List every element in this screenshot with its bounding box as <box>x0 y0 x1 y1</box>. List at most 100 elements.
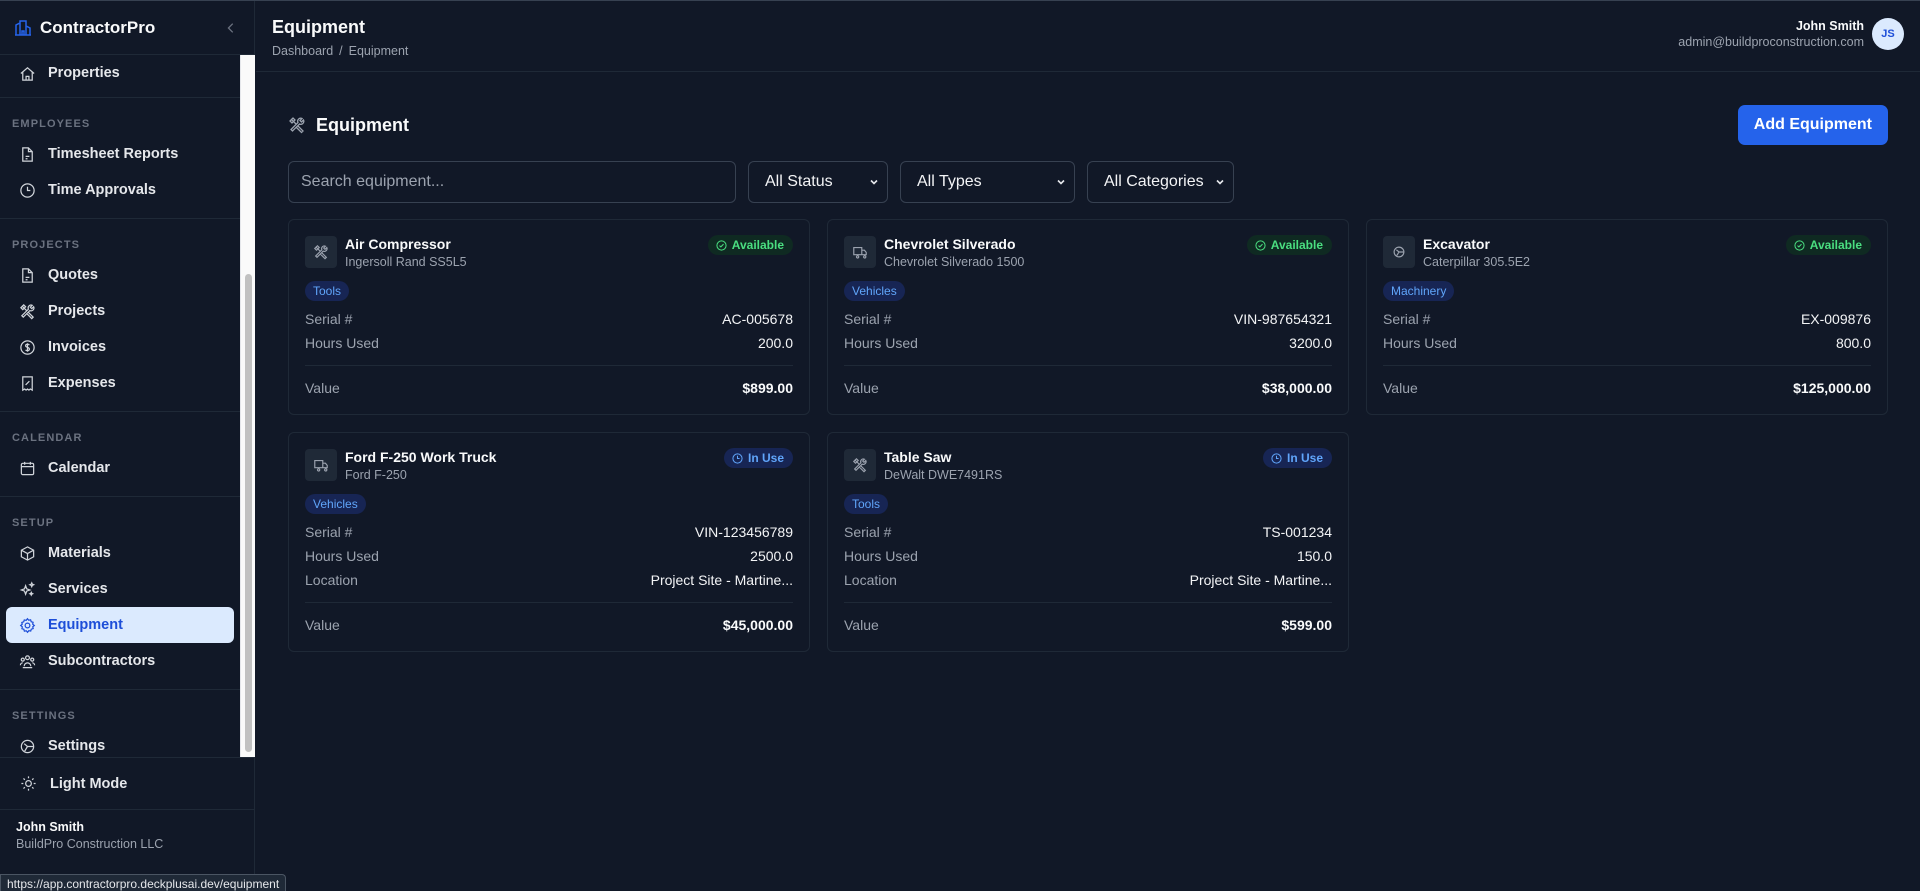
chevron-left-icon <box>227 22 234 33</box>
status-bar-url: https://app.contractorpro.deckplusai.dev… <box>0 874 287 891</box>
divider <box>305 602 793 603</box>
equipment-card[interactable]: Table Saw DeWalt DWE7491RS In Use Tools … <box>827 432 1349 652</box>
equipment-value: $899.00 <box>742 380 793 396</box>
sidebar-item-invoices[interactable]: Invoices <box>6 329 234 365</box>
clock-icon <box>732 452 743 464</box>
status-filter-select[interactable]: All Status <box>748 161 888 203</box>
cube-icon <box>18 544 36 562</box>
sidebar-item-subcontractors[interactable]: Subcontractors <box>6 643 234 679</box>
location-value: Project Site - Martine... <box>1189 572 1332 588</box>
clock-icon <box>18 181 36 199</box>
equipment-value: $599.00 <box>1281 617 1332 633</box>
dollar-icon <box>18 338 36 356</box>
scrollbar-thumb[interactable] <box>245 274 252 752</box>
sidebar-item-quotes[interactable]: Quotes <box>6 257 234 293</box>
users-icon <box>18 652 36 670</box>
sidebar-item-services[interactable]: Services <box>6 571 234 607</box>
header-title: Equipment <box>272 17 365 37</box>
status-badge: In Use <box>1262 448 1332 468</box>
sidebar-item-time-approvals[interactable]: Time Approvals <box>6 172 234 208</box>
building-logo-icon <box>14 19 32 37</box>
avatar[interactable]: JS <box>1872 18 1904 50</box>
equipment-card[interactable]: Chevrolet Silverado Chevrolet Silverado … <box>827 219 1349 415</box>
sidebar-item-settings[interactable]: Settings <box>6 728 234 757</box>
nav-section-settings: SETTINGS Settings <box>0 690 240 757</box>
settings-icon <box>18 737 36 755</box>
brand: ContractorPro <box>0 1 254 55</box>
hours-value: 2500.0 <box>750 548 793 564</box>
main-content: Equipment Add Equipment All Status All T… <box>256 73 1920 891</box>
section-label: SETUP <box>12 517 55 529</box>
check-circle-icon <box>1255 239 1266 251</box>
header-user-email: admin@buildproconstruction.com <box>1678 35 1864 49</box>
equipment-name: Table Saw <box>884 449 952 465</box>
category-badge: Tools <box>305 281 350 301</box>
equipment-name: Excavator <box>1423 236 1490 252</box>
calendar-icon <box>18 459 36 477</box>
hours-value: 150.0 <box>1296 548 1332 564</box>
sidebar-nav: Properties EMPLOYEES Timesheet Reports T… <box>0 55 255 757</box>
sidebar-user: John Smith BuildPro Construction LLC <box>0 810 255 861</box>
sidebar-item-calendar[interactable]: Calendar <box>6 450 234 486</box>
equipment-model: Ford F-250 <box>345 468 407 482</box>
location-value: Project Site - Martine... <box>650 572 793 588</box>
divider <box>305 365 793 366</box>
add-equipment-button[interactable]: Add Equipment <box>1737 105 1888 145</box>
tools-icon <box>305 236 337 268</box>
header-user-menu[interactable]: John Smith admin@buildproconstruction.co… <box>1678 18 1904 50</box>
sidebar-item-expenses[interactable]: Expenses <box>6 365 234 401</box>
sparkles-icon <box>18 580 36 598</box>
sidebar-user-name: John Smith <box>16 820 85 834</box>
equipment-card[interactable]: Air Compressor Ingersoll Rand SS5L5 Avai… <box>288 219 810 415</box>
nav-section-setup: SETUP Materials Services Equipment <box>0 497 240 690</box>
truck-icon <box>844 236 876 268</box>
section-label: EMPLOYEES <box>12 118 91 130</box>
search-input[interactable] <box>288 161 736 203</box>
document-icon <box>18 145 36 163</box>
light-mode-toggle[interactable]: Light Mode <box>0 758 255 810</box>
check-circle-icon <box>1794 239 1805 251</box>
hours-value: 800.0 <box>1835 335 1871 351</box>
nav-section-employees: EMPLOYEES Timesheet Reports Time Approva… <box>0 98 240 219</box>
section-label: CALENDAR <box>12 432 83 444</box>
serial-value: VIN-987654321 <box>1233 311 1332 327</box>
equipment-grid: Air Compressor Ingersoll Rand SS5L5 Avai… <box>288 219 1888 652</box>
equipment-card[interactable]: Ford F-250 Work Truck Ford F-250 In Use … <box>288 432 810 652</box>
page-heading-row: Equipment Add Equipment <box>288 105 1888 145</box>
category-badge: Vehicles <box>305 494 366 514</box>
equipment-value: $125,000.00 <box>1793 380 1871 396</box>
equipment-value: $38,000.00 <box>1261 380 1332 396</box>
category-badge: Machinery <box>1383 281 1455 301</box>
collapse-sidebar-button[interactable] <box>224 21 238 35</box>
divider <box>844 602 1332 603</box>
breadcrumb-dashboard[interactable]: Dashboard <box>272 44 334 58</box>
divider <box>1383 365 1871 366</box>
chevron-down-icon <box>1056 177 1066 187</box>
chevron-down-icon <box>869 177 879 187</box>
category-badge: Vehicles <box>844 281 905 301</box>
tools-icon <box>18 302 36 320</box>
clock-icon <box>1271 452 1282 464</box>
section-label: SETTINGS <box>12 710 76 722</box>
sidebar-item-properties[interactable]: Properties <box>6 55 234 91</box>
breadcrumb-separator: / <box>339 44 343 58</box>
type-filter-select[interactable]: All Types <box>900 161 1075 203</box>
sidebar-user-company: BuildPro Construction LLC <box>16 837 164 851</box>
category-filter-select[interactable]: All Categories <box>1087 161 1234 203</box>
tools-icon <box>844 449 876 481</box>
page-title: Equipment <box>316 114 409 135</box>
nav-section-projects: PROJECTS Quotes Projects Invoices <box>0 219 240 412</box>
hours-value: 3200.0 <box>1289 335 1332 351</box>
divider <box>844 365 1332 366</box>
sidebar-item-equipment[interactable]: Equipment <box>6 607 234 643</box>
equipment-name: Chevrolet Silverado <box>884 236 1016 252</box>
sidebar-item-projects[interactable]: Projects <box>6 293 234 329</box>
category-badge: Tools <box>844 494 889 514</box>
sidebar-item-materials[interactable]: Materials <box>6 535 234 571</box>
equipment-card[interactable]: Excavator Caterpillar 305.5E2 Available … <box>1366 219 1888 415</box>
status-badge: Available <box>707 235 793 255</box>
sidebar-footer: Light Mode John Smith BuildPro Construct… <box>0 757 255 891</box>
sidebar-item-timesheet-reports[interactable]: Timesheet Reports <box>6 136 234 172</box>
sidebar-scrollbar[interactable] <box>240 55 255 757</box>
section-label: PROJECTS <box>12 239 81 251</box>
